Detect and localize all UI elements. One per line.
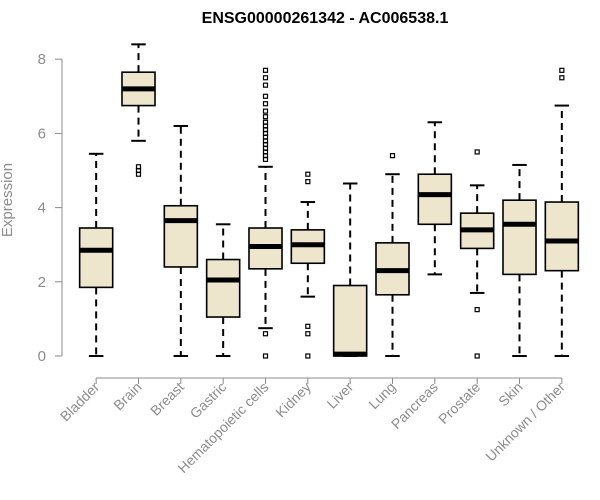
box-brain (121, 43, 156, 177)
x-tick-label: Breast (147, 379, 187, 419)
outlier-point (135, 164, 142, 170)
x-tick-label: Bladder (57, 379, 103, 425)
outlier-point (262, 93, 269, 99)
outlier-point (262, 114, 269, 120)
box-prostate (459, 149, 495, 359)
y-tick-label: 8 (38, 51, 46, 68)
outlier-point (305, 171, 311, 177)
outlier-point (262, 119, 269, 125)
box-hematopoietic-cells (248, 67, 283, 359)
x-tick-label: Kidney (272, 379, 314, 421)
x-tick-label: Brain (110, 379, 144, 413)
x-tick-label: Liver (324, 379, 357, 412)
outlier-point (262, 108, 269, 114)
iqr-box (417, 173, 453, 226)
outlier-point (474, 307, 480, 313)
box-kidney (290, 171, 326, 359)
outlier-point (262, 331, 269, 337)
x-tick-label: Skin (495, 379, 526, 410)
iqr-box (332, 284, 368, 357)
outlier-point (305, 179, 311, 185)
outlier-point (305, 353, 311, 359)
outlier-point (474, 353, 480, 359)
x-tick-label: Unknown / Other (482, 379, 568, 465)
outlier-point (305, 323, 311, 329)
iqr-box (502, 199, 537, 276)
outlier-point (474, 149, 480, 155)
x-tick-label: Prostate (435, 379, 483, 427)
axes: 0 2 4 6 8 (38, 51, 563, 384)
chart-title: ENSG00000261342 - AC006538.1 (202, 10, 449, 27)
iqr-box (163, 204, 199, 268)
outlier-point (389, 153, 396, 159)
boxes (78, 43, 580, 359)
y-tick-label: 2 (38, 274, 46, 291)
box-pancreas (417, 121, 453, 276)
y-tick-label: 0 (38, 348, 46, 365)
x-tick-label: Lung (365, 379, 398, 412)
outlier-point (559, 75, 565, 81)
outlier-point (559, 67, 565, 73)
box-bladder (78, 152, 114, 357)
outlier-point (262, 67, 269, 73)
outlier-point (262, 101, 269, 107)
outlier-point (262, 353, 269, 359)
y-tick-label: 6 (38, 125, 46, 142)
box-unknown-other (544, 67, 580, 357)
outlier-point (262, 75, 269, 81)
outlier-point (305, 331, 311, 337)
box-breast (163, 124, 199, 357)
box-gastric (205, 223, 241, 357)
iqr-box (544, 201, 580, 272)
outlier-point (262, 82, 269, 88)
box-lung (375, 153, 410, 357)
y-tick-label: 4 (38, 200, 46, 217)
y-axis-label: Expression (0, 163, 16, 237)
box-skin (502, 163, 537, 357)
iqr-box (205, 258, 241, 318)
x-tick-label: Pancreas (388, 379, 441, 432)
iqr-box (78, 227, 114, 289)
box-liver (332, 182, 368, 357)
